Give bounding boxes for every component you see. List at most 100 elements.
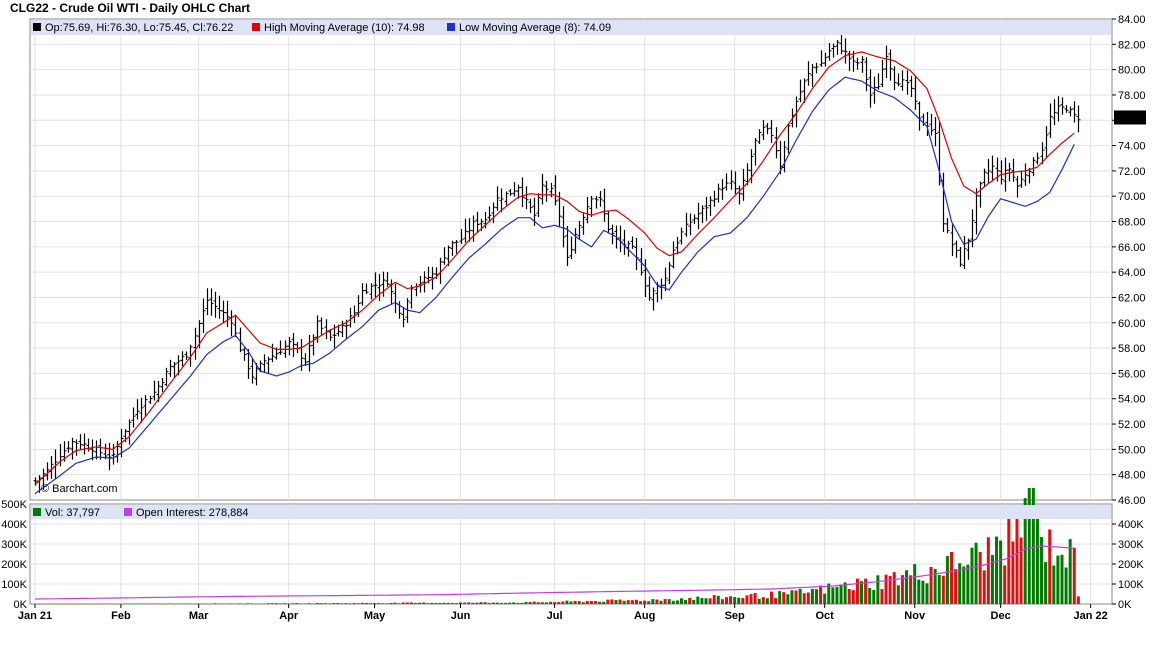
ohlc-bar	[810, 63, 815, 87]
ohlc-bar	[1068, 106, 1073, 117]
ohlc-bar	[974, 188, 979, 235]
high-moving-average-line	[34, 51, 1075, 486]
volume-bar	[900, 575, 904, 604]
volume-bar	[720, 599, 724, 604]
volume-bar	[499, 602, 503, 604]
ohlc-bar	[684, 212, 689, 237]
volume-bar	[397, 603, 401, 604]
volume-bar	[999, 540, 1003, 604]
ohlc-bar	[78, 434, 83, 450]
time-tick-label: Nov	[904, 610, 926, 622]
ohlc-bar	[606, 211, 611, 233]
ohlc-bar	[152, 380, 157, 401]
ohlc-bar	[864, 57, 869, 92]
volume-bar	[299, 603, 303, 605]
volume-bar	[430, 602, 434, 604]
ohlc-bar	[622, 229, 627, 255]
volume-bar	[418, 602, 422, 604]
volume-bar	[843, 582, 847, 604]
volume-bar	[684, 600, 688, 604]
ohlc-bar	[418, 275, 423, 293]
ohlc-bar	[131, 407, 136, 428]
price-tick-label: 68.00	[1118, 217, 1146, 229]
volume-bar	[741, 598, 745, 604]
ohlc-bar	[827, 42, 832, 61]
volume-bar	[716, 595, 720, 604]
volume-bar	[704, 598, 708, 604]
volume-bar	[324, 603, 328, 604]
ohlc-bar	[164, 367, 169, 387]
ohlc-bar	[565, 225, 570, 267]
volume-bar	[156, 603, 160, 605]
volume-tick-label-left: 300K	[1, 539, 27, 551]
volume-bar	[45, 603, 49, 605]
volume-bar	[74, 603, 78, 605]
volume-bar	[127, 603, 131, 605]
ohlc-bar	[512, 182, 517, 197]
ohlc-bar	[900, 70, 905, 91]
ohlc-bar	[978, 181, 983, 208]
ohlc-bar	[287, 337, 292, 356]
volume-bar	[53, 603, 57, 605]
ohlc-bar	[602, 188, 607, 222]
time-tick-label: Apr	[279, 610, 299, 622]
volume-bar	[479, 602, 483, 604]
volume-bar	[319, 603, 323, 604]
volume-tick-label-left: 200K	[1, 559, 27, 571]
ohlc-bar	[1023, 163, 1028, 186]
ohlc-bar	[1031, 157, 1036, 177]
volume-bar	[246, 603, 250, 604]
volume-bar	[729, 596, 733, 604]
volume-bar	[647, 601, 651, 604]
ohlc-bar	[589, 195, 594, 218]
volume-bar	[692, 600, 696, 604]
volume-bar	[385, 603, 389, 604]
ohlc-bar	[209, 288, 214, 316]
volume-bar	[62, 603, 66, 605]
ohlc-bar	[569, 236, 574, 260]
volume-bar	[978, 552, 982, 604]
volume-bar	[1011, 541, 1015, 604]
ohlc-bar	[753, 138, 758, 166]
volume-bar	[643, 600, 647, 604]
volume-bar	[139, 603, 143, 605]
ohlc-bar	[704, 196, 709, 221]
ohlc-bar	[782, 141, 787, 173]
volume-bar	[446, 602, 450, 604]
ohlc-bar	[536, 193, 541, 218]
ohlc-bar	[925, 111, 930, 136]
ohlc-bar	[675, 236, 680, 255]
volume-bar	[344, 603, 348, 604]
volume-bar	[442, 602, 446, 604]
volume-bar	[262, 603, 266, 605]
ohlc-bar	[426, 266, 431, 284]
ohlc-bar	[765, 122, 770, 135]
ohlc-bar	[905, 70, 910, 95]
volume-bar	[594, 601, 598, 604]
ohlc-bar	[148, 395, 153, 405]
volume-bar	[639, 601, 643, 604]
ohlc-bar	[225, 300, 230, 327]
ohlc-bar	[696, 202, 701, 230]
ohlc-legend-swatch	[33, 23, 41, 31]
ohlc-bar	[74, 439, 79, 456]
volume-bar	[1027, 488, 1031, 604]
ohlc-bar	[450, 240, 455, 256]
volume-bar	[86, 603, 90, 605]
volume-bar	[982, 570, 986, 604]
volume-bar	[962, 566, 966, 604]
ohlc-bar	[814, 62, 819, 74]
ohlc-bar	[442, 247, 447, 265]
volume-bar	[565, 600, 569, 604]
ohlc-bar	[1011, 158, 1016, 182]
ohlc-bar	[221, 300, 226, 324]
open-interest-legend-swatch	[124, 508, 132, 516]
ohlc-bar	[45, 462, 50, 481]
volume-bar	[794, 590, 798, 604]
ohlc-bar	[1064, 104, 1069, 113]
volume-bar	[311, 603, 315, 605]
ohlc-bar	[499, 188, 504, 213]
ohlc-bar	[446, 245, 451, 266]
volume-legend-text: Vol: 37,797	[45, 507, 100, 519]
ohlc-bar	[82, 433, 87, 455]
